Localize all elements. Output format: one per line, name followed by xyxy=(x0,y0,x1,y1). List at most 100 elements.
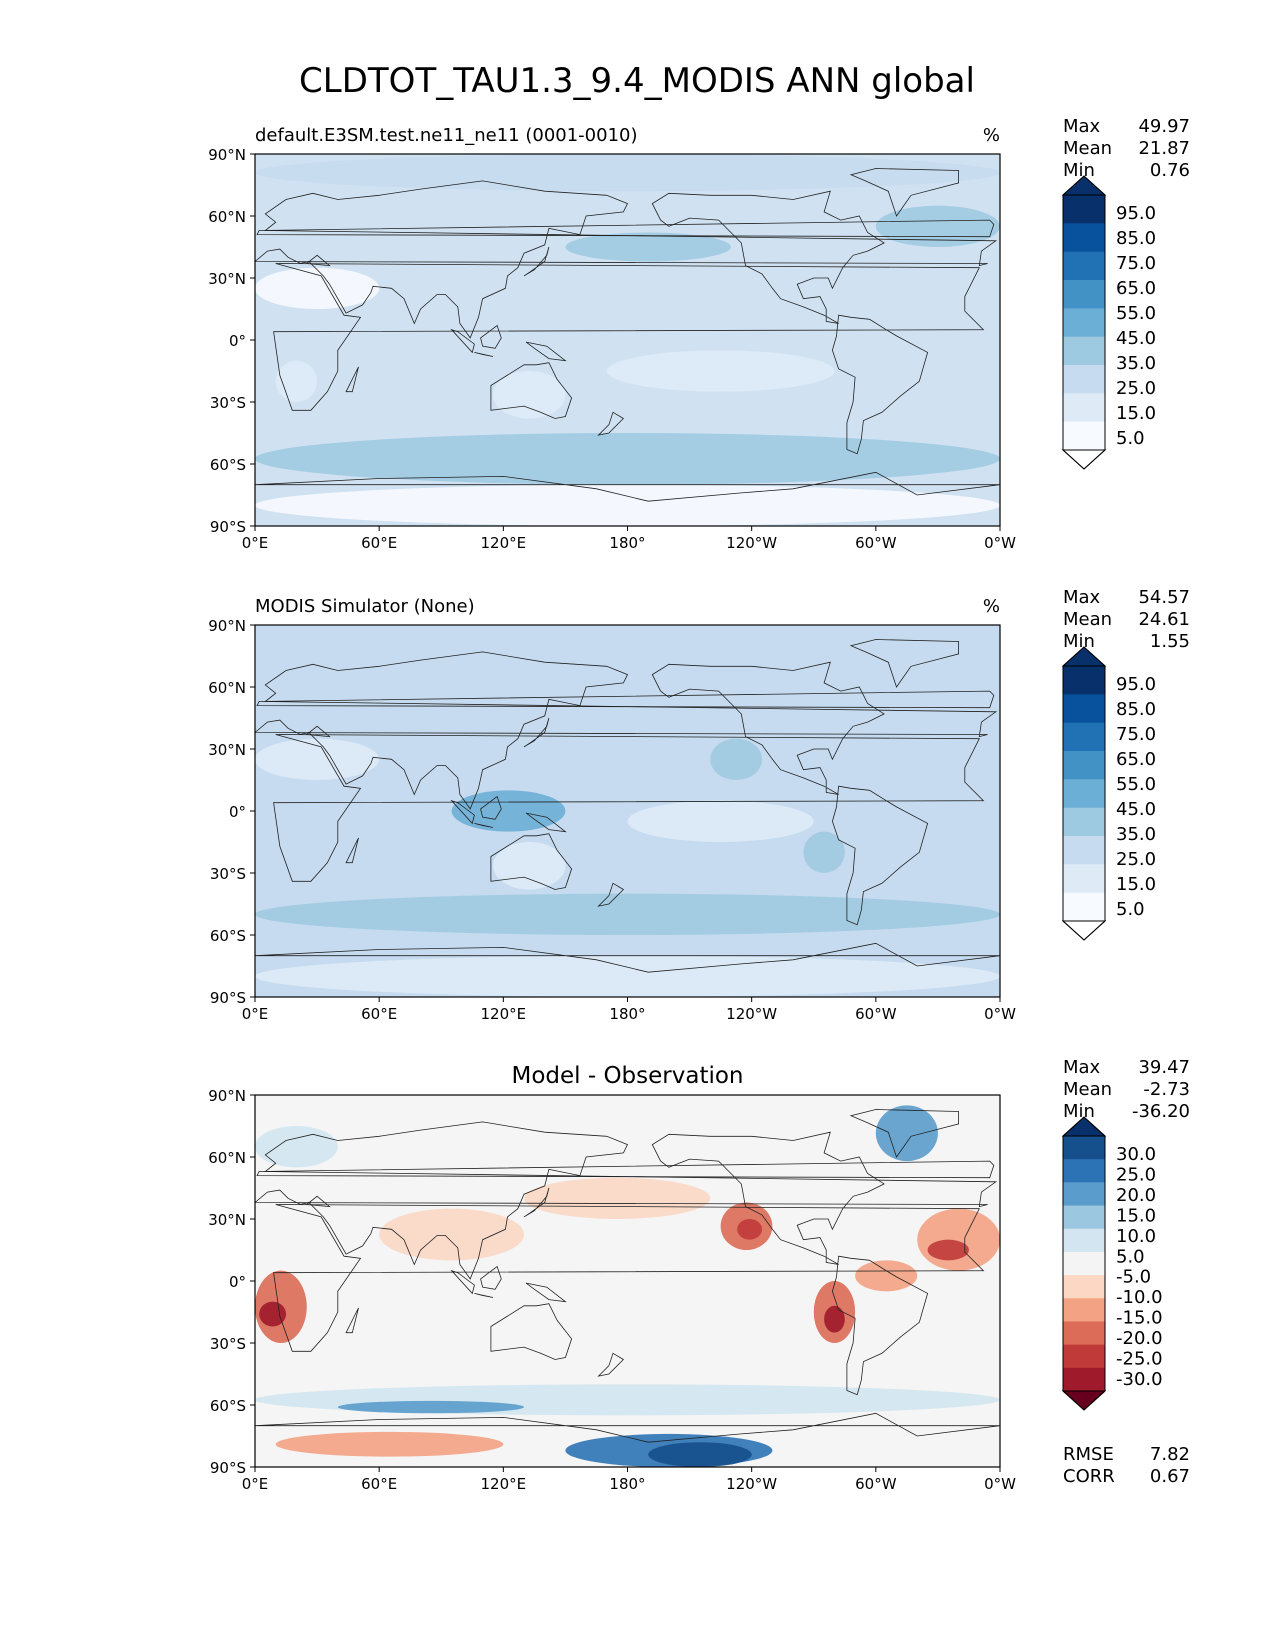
panel-left-title: default.E3SM.test.ne11_ne11 (0001-0010) xyxy=(255,125,638,146)
colorbar-tick-label: 35.0 xyxy=(1116,824,1156,845)
coastline-12 xyxy=(345,837,359,864)
region-sahara-arabia xyxy=(255,738,380,780)
lat-tick-label: 0° xyxy=(229,1273,246,1291)
lat-tick-label: 90°S xyxy=(210,518,246,536)
lat-tick-label: 90°S xyxy=(210,1459,246,1477)
lon-tick-label: 120°W xyxy=(726,1475,777,1493)
colorbar-tick-label: -10.0 xyxy=(1116,1287,1163,1308)
stat-label: Min xyxy=(1063,1101,1095,1122)
lat-tick-label: 60°N xyxy=(208,1149,246,1167)
colorbar-segment xyxy=(1063,1159,1105,1183)
region-north-pacific-jet xyxy=(524,1177,711,1220)
colorbar-segment xyxy=(1063,1251,1105,1276)
lon-tick-label: 0°W xyxy=(984,1475,1016,1493)
stat-value: -2.73 xyxy=(1143,1079,1190,1100)
lon-tick-label: 180° xyxy=(609,1005,645,1023)
region-antarctica xyxy=(255,955,1000,997)
coastline-7 xyxy=(450,1269,475,1295)
coastline-15 xyxy=(305,1195,331,1208)
lat-tick-label: 60°S xyxy=(210,456,246,474)
region-arctic xyxy=(255,154,1000,192)
coastline-0 xyxy=(273,1204,985,1352)
region-asia-south xyxy=(379,1208,525,1261)
colorbar-outline xyxy=(1062,1116,1106,1411)
colorbar-segment xyxy=(1063,1367,1105,1392)
colorbar-segment xyxy=(1063,223,1105,253)
colorbar-tick-label: 15.0 xyxy=(1116,1205,1156,1226)
stat-value: 49.97 xyxy=(1138,116,1190,137)
colorbar-extend-bottom xyxy=(1061,920,1107,941)
coastline-5 xyxy=(849,1109,959,1158)
coastline-8 xyxy=(474,352,494,357)
colorbar: 95.0 85.0 75.0 65.0 55.0 45.0 35.0 25.0 15.0 5.0 xyxy=(1061,646,1156,941)
coastline-6 xyxy=(255,471,1000,502)
colorbar: 95.0 85.0 75.0 65.0 55.0 45.0 35.0 25.0 15.0 5.0 xyxy=(1061,175,1156,470)
stat-value: 7.82 xyxy=(1150,1444,1190,1465)
lat-tick-label: 90°N xyxy=(208,146,246,164)
lat-tick-label: 30°S xyxy=(210,865,246,883)
stat-label: Max xyxy=(1063,116,1101,137)
colorbar-tick-label: 45.0 xyxy=(1116,328,1156,349)
coastline-4 xyxy=(831,314,929,455)
coastline-3 xyxy=(651,661,885,795)
lon-tick-label: 180° xyxy=(609,534,645,552)
colorbar-tick-label: 25.0 xyxy=(1116,378,1156,399)
contour-field xyxy=(255,1095,1000,1467)
colorbar-segment xyxy=(1063,1228,1105,1253)
colorbar-tick-label: 95.0 xyxy=(1116,203,1156,224)
panel-units: % xyxy=(983,596,1000,617)
colorbar-tick-label: 25.0 xyxy=(1116,1164,1156,1185)
lat-tick-label: 60°N xyxy=(208,208,246,226)
lat-tick-label: 60°S xyxy=(210,927,246,945)
panel-2: 90°N 60°N 30°N 0° 30°S 60°S 90°S0°E 60°E 120°E 18… xyxy=(208,587,1190,1023)
coastline-6 xyxy=(255,1412,1000,1443)
colorbar-tick-label: 5.0 xyxy=(1116,899,1145,920)
colorbar-extend-bottom xyxy=(1061,1390,1107,1411)
colorbar-tick-label: 10.0 xyxy=(1116,1226,1156,1247)
colorbar-segment xyxy=(1063,1136,1105,1160)
region-atlantic-northeast xyxy=(917,1208,1000,1271)
coastline-14 xyxy=(256,219,995,238)
colorbar-tick-label: -15.0 xyxy=(1116,1308,1163,1329)
lon-tick-label: 120°E xyxy=(481,1005,527,1023)
lon-tick-label: 120°W xyxy=(726,1005,777,1023)
colorbar-segment xyxy=(1063,195,1105,224)
coastline-10 xyxy=(525,1282,567,1303)
panel-units: % xyxy=(983,125,1000,146)
lon-tick-label: 0°W xyxy=(984,534,1016,552)
colorbar-tick-label: 65.0 xyxy=(1116,278,1156,299)
coastline-15 xyxy=(305,254,331,267)
lon-tick-label: 180° xyxy=(609,1475,645,1493)
coastline-1 xyxy=(255,651,998,810)
coastline-1 xyxy=(255,180,998,339)
contour-field xyxy=(255,154,1000,526)
region-southern-ocean-band xyxy=(255,893,1000,935)
colorbar-tick-label: 20.0 xyxy=(1116,1185,1156,1206)
lon-tick-label: 60°E xyxy=(361,534,397,552)
colorbar-segment xyxy=(1063,280,1105,309)
colorbar-tick-label: 15.0 xyxy=(1116,403,1156,424)
coastline-5 xyxy=(849,168,959,217)
lat-tick-label: 0° xyxy=(229,332,246,350)
colorbar-tick-label: 25.0 xyxy=(1116,849,1156,870)
lat-tick-label: 30°N xyxy=(208,270,246,288)
stat-value: -36.20 xyxy=(1132,1101,1190,1122)
stat-label: Mean xyxy=(1063,609,1112,630)
stat-value: 0.76 xyxy=(1150,160,1190,181)
coastline-5 xyxy=(849,639,959,688)
colorbar-tick-label: 30.0 xyxy=(1116,1144,1156,1165)
colorbar-tick-label: -30.0 xyxy=(1116,1369,1163,1390)
colorbar-tick-label: 5.0 xyxy=(1116,428,1145,449)
colorbar-tick-label: -20.0 xyxy=(1116,1328,1163,1349)
coastline-4 xyxy=(831,785,929,926)
lon-tick-label: 120°E xyxy=(481,534,527,552)
colorbar-tick-label: -25.0 xyxy=(1116,1349,1163,1370)
coastline-9 xyxy=(480,795,502,820)
coastline-12 xyxy=(345,366,359,393)
lon-tick-label: 0°E xyxy=(242,1005,269,1023)
lon-tick-label: 60°E xyxy=(361,1475,397,1493)
lat-tick-label: 60°N xyxy=(208,679,246,697)
colorbar: 30.025.020.015.010.05.0-5.0-10.0-15.0-20… xyxy=(1061,1116,1163,1411)
coastline-13 xyxy=(597,882,625,907)
